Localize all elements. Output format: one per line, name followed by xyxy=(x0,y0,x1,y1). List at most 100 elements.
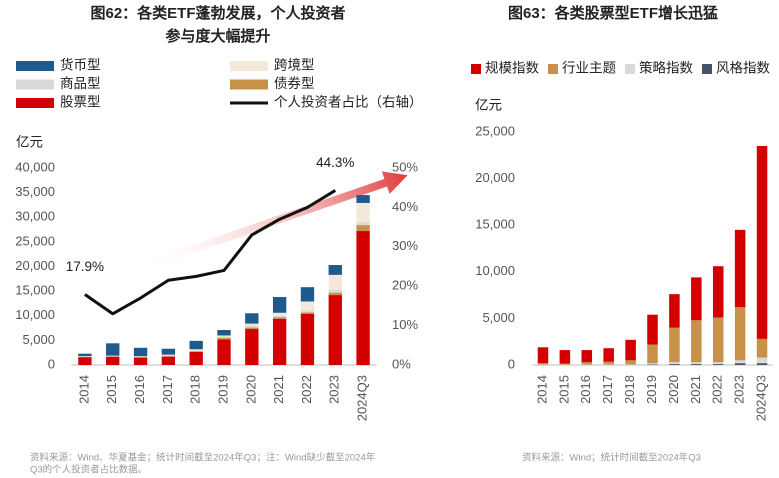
x-tick-label: 2023 xyxy=(327,375,342,404)
bar-segment xyxy=(647,344,658,364)
chart-title: 参与度大幅提升 xyxy=(165,27,270,45)
bar-segment xyxy=(756,363,768,365)
bar-segment xyxy=(300,310,315,313)
y-tick-label: 0 xyxy=(48,356,55,371)
bar-segment xyxy=(712,266,724,318)
x-tick-label: 2015 xyxy=(556,375,571,404)
bar-segment xyxy=(78,357,92,365)
legend-label: 策略指数 xyxy=(639,60,693,76)
x-tick-label: 2021 xyxy=(271,375,286,404)
bar-segment xyxy=(161,356,176,365)
x-tick-label: 2020 xyxy=(666,375,681,404)
bar-segment xyxy=(734,307,746,361)
bar-segment xyxy=(328,295,342,365)
bar-segment xyxy=(272,318,287,365)
legend-swatch xyxy=(16,61,54,71)
legend-label: 规模指数 xyxy=(485,61,539,76)
y-tick-label: 25,000 xyxy=(475,123,515,138)
y-axis-unit: 亿元 xyxy=(16,135,43,150)
y-tick-label: 10,000 xyxy=(475,263,515,278)
x-tick-label: 2022 xyxy=(710,375,725,404)
x-tick-label: 2018 xyxy=(188,375,203,404)
bar-segment xyxy=(245,327,259,330)
y2-tick-label: 0% xyxy=(392,356,411,371)
line-series xyxy=(84,189,337,316)
y2-tick-label: 20% xyxy=(392,278,418,293)
x-tick-label: 2017 xyxy=(160,375,175,404)
y-tick-label: 10,000 xyxy=(15,307,55,322)
data-label: 44.3% xyxy=(316,155,354,170)
bar-segment xyxy=(734,360,746,364)
bar-segment xyxy=(300,313,315,365)
bar-segment xyxy=(559,363,571,365)
x-tick-label: 2024Q3 xyxy=(355,375,370,421)
bar-segment xyxy=(78,353,92,357)
x-tick-label: 2018 xyxy=(622,375,637,404)
bar-segment xyxy=(245,329,259,365)
legend-label: 风格指数 xyxy=(716,61,770,76)
legend-swatch xyxy=(702,64,712,74)
bar-segment xyxy=(217,339,231,365)
y-axis-unit: 亿元 xyxy=(475,98,502,113)
bar-segment xyxy=(161,355,176,357)
bar-segment xyxy=(161,348,176,355)
legend-swatch xyxy=(471,64,481,74)
bar-segment xyxy=(189,340,203,350)
y-tick-label: 30,000 xyxy=(15,209,55,224)
bar-segment xyxy=(272,317,287,319)
y2-tick-label: 30% xyxy=(392,238,418,253)
legend-swatch xyxy=(548,64,558,74)
y-tick-label: 5,000 xyxy=(22,332,55,347)
source-note: 资料来源：Wind、华夏基金；统计时间截至2024年Q3；注：Wind缺少截至2… xyxy=(30,452,376,464)
y-tick-label: 40,000 xyxy=(15,159,55,174)
bar-segment xyxy=(217,337,231,340)
x-tick-label: 2016 xyxy=(578,375,593,404)
bar-segment xyxy=(300,287,315,302)
bar-segment xyxy=(581,350,593,363)
y2-tick-label: 40% xyxy=(392,199,418,214)
bar-segment xyxy=(133,357,148,365)
bar-segment xyxy=(603,361,614,365)
bar-segment xyxy=(647,314,658,345)
y-tick-label: 15,000 xyxy=(15,283,55,298)
y-tick-label: 20,000 xyxy=(15,258,55,273)
legend-label: 跨境型 xyxy=(274,58,315,73)
bar-segment xyxy=(328,292,342,296)
bar-segment xyxy=(537,363,549,365)
x-tick-label: 2019 xyxy=(644,375,659,404)
legend-label: 行业主题 xyxy=(562,61,616,76)
bar-segment xyxy=(712,317,724,363)
legend-label: 货币型 xyxy=(60,57,101,73)
bar-segment xyxy=(559,350,571,364)
bar-segment xyxy=(669,364,680,365)
bar-segment xyxy=(691,362,702,365)
bar-segment xyxy=(217,330,231,336)
bar-segment xyxy=(669,327,680,363)
legend-swatch xyxy=(16,98,54,108)
bar-segment xyxy=(669,294,680,328)
y2-tick-label: 50% xyxy=(392,159,418,174)
bar-segment xyxy=(625,360,636,365)
bar-segment xyxy=(300,301,315,311)
bar-segment xyxy=(356,195,370,203)
bar-segment xyxy=(356,225,370,232)
bar-segment xyxy=(245,323,259,326)
legend-label: 股票型 xyxy=(60,95,101,110)
y-tick-label: 20,000 xyxy=(475,170,515,185)
x-tick-label: 2019 xyxy=(215,375,230,404)
x-tick-label: 2022 xyxy=(299,375,314,404)
bar-segment xyxy=(734,363,746,365)
bar-segment xyxy=(581,362,593,365)
y-tick-label: 15,000 xyxy=(475,217,515,232)
y-tick-label: 35,000 xyxy=(15,184,55,199)
legend-swatch xyxy=(230,61,268,71)
bar-segment xyxy=(712,362,724,365)
chart-title: 图63：各类股票型ETF增长迅猛 xyxy=(508,4,718,22)
x-tick-label: 2020 xyxy=(243,375,258,404)
bar-segment xyxy=(245,313,259,324)
bar-segment xyxy=(356,222,370,226)
bar-segment xyxy=(300,312,315,314)
bar-segment xyxy=(669,362,680,365)
bar-segment xyxy=(328,265,342,275)
